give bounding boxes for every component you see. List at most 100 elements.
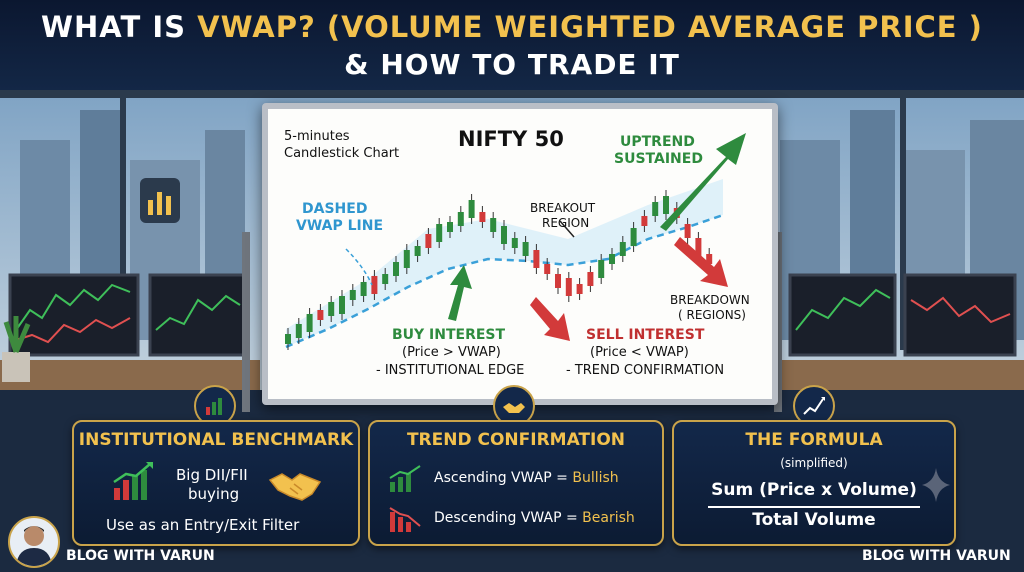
avatar <box>8 516 60 568</box>
bearish-candle <box>533 250 540 268</box>
falling-chart-icon <box>389 507 421 532</box>
dashed-label: DASHED <box>302 201 368 217</box>
formula-panel: THE FORMULA (simplified) Sum (Price x Vo… <box>672 420 956 546</box>
breakdown-arrow <box>674 237 728 287</box>
panel-title: INSTITUTIONAL BENCHMARK <box>78 430 354 450</box>
bullish-candle <box>511 238 518 248</box>
bearish-candle <box>425 234 432 248</box>
bullish-candle <box>328 302 335 316</box>
bullish-candle <box>490 218 497 232</box>
bearish-candle <box>641 216 648 226</box>
bullish-candle <box>393 262 399 276</box>
bullish-candle <box>609 254 615 264</box>
chart-interval: 5-minutes <box>284 129 350 144</box>
bullish-candle <box>619 242 626 256</box>
sustained-label: SUSTAINED <box>614 151 703 167</box>
bullish-candle <box>349 290 356 300</box>
candlestick-chart <box>285 133 746 350</box>
formula-denominator: Total Volume <box>752 510 876 530</box>
breakout-label: BREAKOUT <box>530 201 596 215</box>
handshake-icon <box>268 473 322 501</box>
bearish-candle <box>544 264 551 274</box>
formula-numerator: Sum (Price x Volume) <box>711 480 917 500</box>
vwap-pointer <box>345 248 373 286</box>
chart-kind: Candlestick Chart <box>284 146 400 161</box>
title-banner: WHAT IS VWAP? (VOLUME WEIGHTED AVERAGE P… <box>0 0 1024 90</box>
bullish-candle <box>522 242 529 256</box>
uptrend-arrow <box>660 133 746 231</box>
bearish-candle <box>706 254 713 264</box>
bearish-candle <box>371 276 378 294</box>
board-stand-right <box>774 232 782 412</box>
benchmark-footer: Use as an Entry/Exit Filter <box>106 516 300 534</box>
bullish-candle <box>447 222 453 232</box>
fraction-bar <box>708 506 920 508</box>
formula-subtitle: (simplified) <box>780 456 848 470</box>
bearish-candle <box>317 310 324 320</box>
ascending-vwap-text: Ascending VWAP = Bullish <box>434 470 619 486</box>
sell-interest-rule: (Price < VWAP) <box>590 345 689 360</box>
bearish-candle <box>684 224 691 238</box>
vwap-band <box>286 179 723 347</box>
buy-interest-title: BUY INTEREST <box>392 327 506 343</box>
bearish-candle <box>565 278 572 296</box>
bullish-candle <box>306 314 313 332</box>
bullish-candle <box>468 200 475 218</box>
bullish-candle <box>339 296 345 314</box>
bullish-candle <box>598 260 605 278</box>
bearish-candle <box>479 212 486 222</box>
whiteboard: 5-minutes Candlestick Chart NIFTY 50 DAS… <box>262 103 778 405</box>
sparkle-icon <box>922 468 950 502</box>
institutional-benchmark-panel: INSTITUTIONAL BENCHMARK Big DII/FII buyi… <box>72 420 360 546</box>
uptrend-label: UPTREND <box>620 134 695 150</box>
bullish-candle <box>630 228 637 246</box>
vwap-dashed-line <box>285 213 724 349</box>
breakdown-regions-label: ( REGIONS) <box>678 308 746 322</box>
bullish-candle <box>295 324 302 338</box>
bullish-label: Bullish <box>572 470 619 486</box>
footer-brand-left: BLOG WITH VARUN <box>66 548 215 564</box>
descending-label: Descending VWAP = <box>434 510 583 526</box>
bullish-candle <box>403 250 410 268</box>
ascending-label: Ascending VWAP = <box>434 470 573 486</box>
sell-interest-title: SELL INTEREST <box>586 327 705 343</box>
breakdown-label: BREAKDOWN <box>670 293 750 307</box>
bullish-candle <box>663 196 669 214</box>
breakout-region-label: REGION <box>542 216 590 230</box>
buy-arrow <box>448 265 472 321</box>
rising-chart-icon <box>113 462 153 500</box>
bullish-candle <box>360 282 367 296</box>
main-title: WHAT IS VWAP? (VOLUME WEIGHTED AVERAGE P… <box>0 10 1024 44</box>
bullish-candle <box>436 224 443 242</box>
bearish-label: Bearish <box>582 510 635 526</box>
breakout-pointer <box>559 220 575 238</box>
footer-brand-right: BLOG WITH VARUN <box>862 548 1011 564</box>
panel-title: TREND CONFIRMATION <box>406 430 626 450</box>
bearish-candle <box>695 238 702 256</box>
board-stand-left <box>242 232 250 412</box>
sub-title: & HOW TO TRADE IT <box>344 48 680 81</box>
bearish-candle <box>587 272 594 286</box>
bullish-candle <box>414 246 421 256</box>
sell-interest-note: - TREND CONFIRMATION <box>566 363 725 378</box>
bullish-candle <box>457 212 464 226</box>
descending-vwap-text: Descending VWAP = Bearish <box>434 510 635 526</box>
title-prefix: WHAT IS <box>41 10 198 44</box>
benchmark-text-1: Big DII/FII <box>176 466 248 484</box>
buy-interest-note: - INSTITUTIONAL EDGE <box>376 363 525 378</box>
benchmark-text-2: buying <box>188 485 240 503</box>
bullish-candle <box>285 334 291 344</box>
trend-confirmation-panel: TREND CONFIRMATION Ascending VWAP = Bull… <box>368 420 664 546</box>
bearish-candle <box>576 284 583 294</box>
bullish-candle <box>382 274 389 284</box>
instrument-title: NIFTY 50 <box>458 127 564 151</box>
bearish-candle <box>555 274 561 288</box>
sell-arrow <box>530 297 570 341</box>
vwap-line-label: VWAP LINE <box>296 218 384 234</box>
buy-interest-rule: (Price > VWAP) <box>402 345 501 360</box>
panel-title: THE FORMULA <box>745 430 883 450</box>
bullish-candle <box>652 202 659 216</box>
bullish-candle <box>501 226 507 244</box>
rising-chart-icon <box>389 465 421 492</box>
title-highlight: VWAP? (VOLUME WEIGHTED AVERAGE PRICE ) <box>197 10 983 44</box>
